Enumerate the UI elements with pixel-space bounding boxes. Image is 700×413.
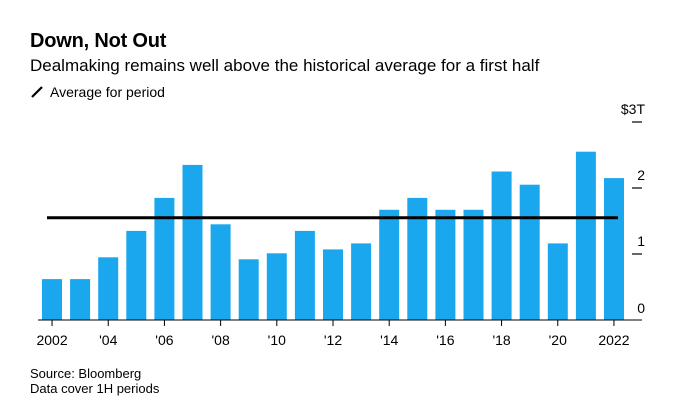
bar-2017: [463, 209, 484, 320]
x-tick-label-2002: 2002: [36, 332, 67, 348]
bar-2005: [126, 230, 147, 320]
y-tick-label-1: 1: [637, 233, 645, 249]
bar-2003: [70, 279, 91, 320]
x-tick-label-2018: '18: [492, 332, 510, 348]
bar-2015: [407, 197, 428, 320]
bar-2008: [210, 224, 231, 320]
bar-2011: [294, 230, 315, 320]
x-tick-label-2020: '20: [549, 332, 567, 348]
average-line-legend-icon: [31, 86, 43, 98]
bar-2006: [154, 197, 175, 320]
x-tick-label-2022: 2022: [598, 332, 629, 348]
bar-2004: [98, 257, 119, 320]
x-tick-label-2006: '06: [155, 332, 173, 348]
x-tick-label-2016: '16: [436, 332, 454, 348]
legend: Average for period: [30, 84, 165, 100]
bar-2013: [351, 243, 372, 320]
bar-2019: [519, 184, 540, 320]
bar-2016: [435, 209, 456, 320]
bar-2021: [575, 151, 596, 320]
legend-label: Average for period: [50, 84, 165, 100]
chart-subtitle: Dealmaking remains well above the histor…: [30, 56, 540, 75]
data-note: Data cover 1H periods: [30, 381, 160, 396]
chart-footer: Source: Bloomberg Data cover 1H periods: [30, 366, 159, 396]
bar-2002: [42, 279, 62, 320]
x-tick-label-2014: '14: [380, 332, 398, 348]
bar-2009: [238, 259, 259, 320]
bar-2012: [323, 249, 343, 320]
y-tick-label-2: 2: [637, 167, 645, 183]
x-tick-label-2012: '12: [324, 332, 342, 348]
y-tick-label-3: $3T: [621, 101, 646, 117]
bar-2018: [491, 171, 512, 320]
bar-2007: [182, 164, 203, 320]
bar-2010: [266, 253, 287, 320]
chart-title: Down, Not Out: [30, 30, 167, 52]
bar-2014: [379, 209, 400, 320]
x-tick-label-2004: '04: [99, 332, 117, 348]
y-tick-label-0: 0: [637, 300, 645, 316]
x-tick-label-2008: '08: [211, 332, 229, 348]
x-tick-label-2010: '10: [268, 332, 286, 348]
source-note: Source: Bloomberg: [30, 366, 142, 381]
bar-2022: [604, 178, 624, 320]
bar-2020: [547, 243, 568, 320]
